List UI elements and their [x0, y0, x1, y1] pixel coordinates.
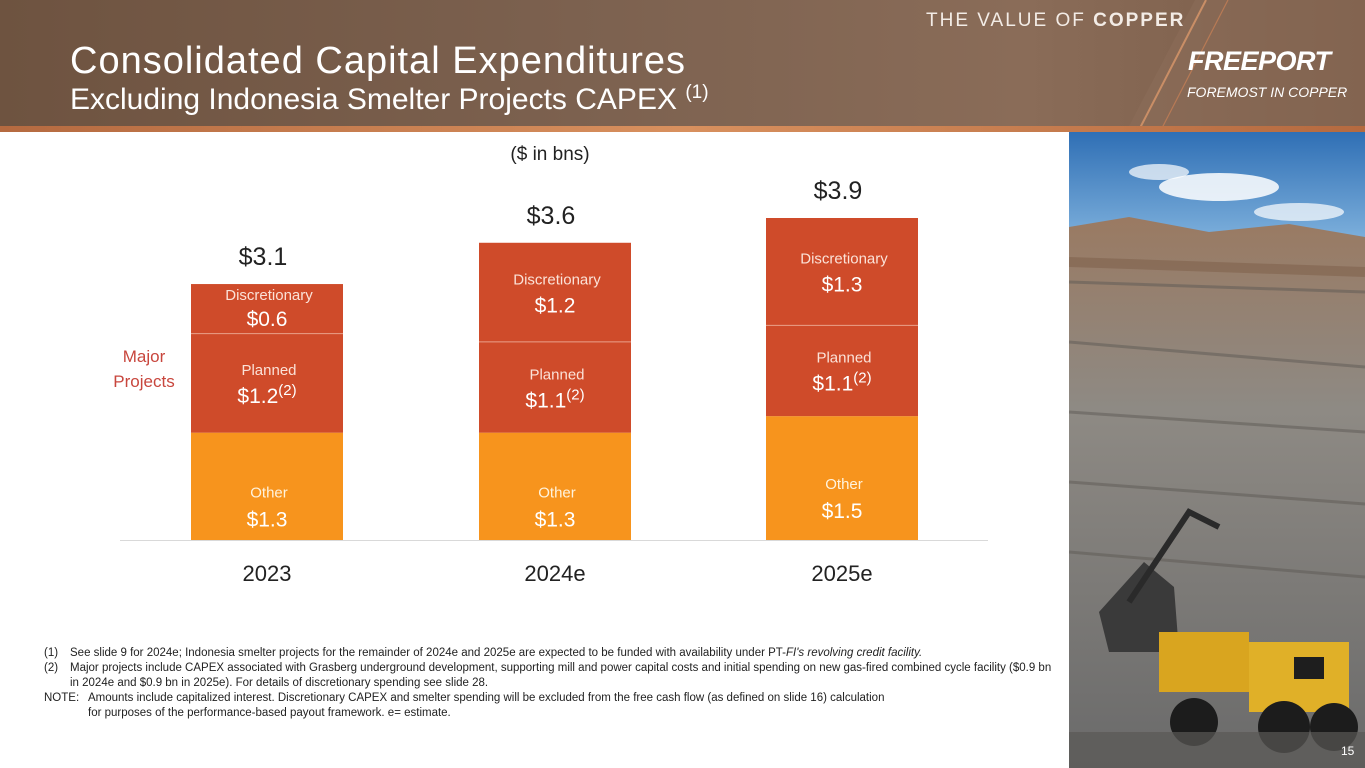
footnote-2: (2) Major projects include CAPEX associa… — [44, 661, 1054, 691]
freeport-logo: FREEPORT — [1188, 46, 1331, 77]
note-continuation: for purposes of the performance-based pa… — [44, 706, 1054, 721]
segment-name-discretionary: Discretionary — [225, 287, 313, 304]
note-text-line-2: for purposes of the performance-based pa… — [88, 706, 1054, 721]
segment-value-other: $1.3 — [535, 508, 576, 531]
mining-photo — [1069, 132, 1365, 768]
freeport-logo-subtitle: FOREMOST IN COPPER — [1187, 84, 1347, 100]
footnote-ref-2: (2) — [278, 382, 296, 399]
segment-name-other: Other — [250, 484, 288, 501]
note-text-line-1: Amounts include capitalized interest. Di… — [88, 691, 1054, 706]
footnote-1: (1) See slide 9 for 2024e; Indonesia sme… — [44, 646, 1054, 661]
segment-name-planned: Planned — [816, 350, 871, 367]
segment-name-other: Other — [538, 484, 576, 501]
bar-segment-discretionary-2025e — [766, 218, 918, 325]
x-tick-label: 2023 — [243, 561, 292, 586]
note: NOTE: Amounts include capitalized intere… — [44, 691, 1054, 706]
segment-name-other: Other — [825, 476, 863, 493]
major-projects-label: Major — [123, 347, 166, 366]
major-projects-label: Projects — [113, 372, 174, 391]
segment-value-other: $1.5 — [822, 500, 863, 523]
footnotes: (1) See slide 9 for 2024e; Indonesia sme… — [44, 646, 1054, 721]
bar-segment-planned-2025e — [766, 325, 918, 416]
footnote-text: Major projects include CAPEX associated … — [70, 661, 1054, 691]
bar-segment-planned-2023 — [191, 334, 343, 433]
footnote-text: See slide 9 for 2024e; Indonesia smelter… — [70, 647, 786, 659]
bar-segment-discretionary-2024e — [479, 243, 631, 342]
note-label: NOTE: — [44, 691, 88, 706]
bar-total-label: $3.9 — [814, 177, 863, 205]
segment-value-discretionary: $1.3 — [822, 274, 863, 297]
bar-total-label: $3.6 — [527, 202, 576, 230]
x-tick-label: 2025e — [811, 561, 872, 586]
segment-name-discretionary: Discretionary — [800, 251, 888, 268]
segment-value-discretionary: $0.6 — [247, 308, 288, 331]
tagline-bold: COPPER — [1093, 10, 1185, 31]
segment-value-discretionary: $1.2 — [535, 294, 576, 317]
footnote-ref-2: (2) — [853, 370, 871, 387]
segment-name-planned: Planned — [529, 366, 584, 383]
segment-name-discretionary: Discretionary — [513, 271, 601, 288]
capex-stacked-bar-chart: Other $1.3 Planned $1.2 (2) Discretionary $0.6… — [0, 0, 1060, 600]
footnote-italic-text: FI's revolving credit facility. — [786, 647, 922, 659]
bar-segment-planned-2024e — [479, 342, 631, 433]
segment-name-planned: Planned — [241, 362, 296, 379]
bar-total-label: $3.1 — [239, 243, 288, 271]
footnote-number: (1) — [44, 646, 70, 661]
x-tick-label: 2024e — [524, 561, 585, 586]
footnote-number: (2) — [44, 661, 70, 691]
page-number: 15 — [1341, 744, 1354, 758]
footnote-ref-2: (2) — [566, 386, 584, 403]
segment-value-other: $1.3 — [247, 508, 288, 531]
